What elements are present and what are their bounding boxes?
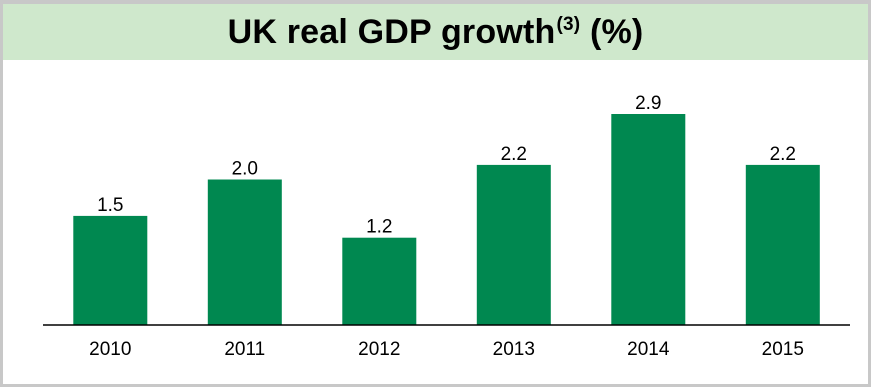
- bar-2015: [745, 164, 820, 325]
- data-label-2013: 2.2: [501, 144, 527, 165]
- chart-title-suffix: (%): [580, 12, 644, 51]
- bars-layer: [73, 114, 820, 325]
- bar-2012: [342, 237, 417, 325]
- data-label-2012: 1.2: [366, 217, 392, 238]
- data-label-2015: 2.2: [770, 144, 796, 165]
- bar-2013: [476, 164, 551, 325]
- x-tick-label-2010: 2010: [89, 339, 131, 360]
- x-tick-label-2014: 2014: [627, 339, 670, 360]
- bar-2010: [73, 215, 148, 325]
- x-tick-label-2015: 2015: [762, 339, 804, 360]
- x-tick-label-2011: 2011: [224, 339, 265, 360]
- data-label-2010: 1.5: [97, 195, 123, 216]
- bar-2011: [207, 179, 282, 325]
- chart-title-superscript: (3): [556, 13, 581, 35]
- x-tick-label-2012: 2012: [358, 339, 400, 360]
- data-labels-layer: 1.5 2.0 1.2 2.2 2.9 2.2: [97, 93, 796, 238]
- bar-2014: [611, 114, 686, 325]
- data-label-2014: 2.9: [635, 93, 661, 114]
- bar-chart: 1.52.01.22.22.92.2 2010 2011 2012 2013 2014 2…: [43, 93, 850, 360]
- title-bar: UK real GDP growth(3) (%): [3, 4, 868, 60]
- chart-title-main: UK real GDP growth: [227, 12, 556, 51]
- x-tick-labels-layer: 2010 2011 2012 2013 2014 2015: [89, 339, 804, 360]
- x-tick-label-2013: 2013: [493, 339, 535, 360]
- chart-title: UK real GDP growth(3) (%): [228, 13, 644, 52]
- data-label-2011: 2.0: [232, 159, 258, 180]
